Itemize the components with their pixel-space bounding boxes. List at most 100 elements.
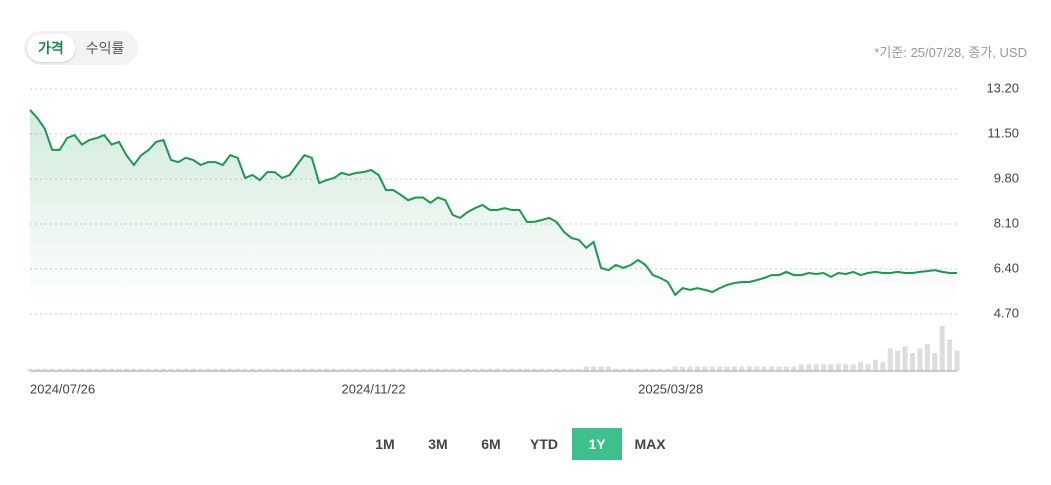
volume-bar (376, 368, 382, 371)
volume-bar (850, 364, 856, 371)
volume-bar (635, 368, 641, 371)
volume-bar (116, 368, 122, 371)
volume-bar (138, 368, 144, 371)
volume-bar (301, 368, 307, 371)
volume-bar (457, 368, 463, 371)
volume-bar (205, 368, 211, 371)
volume-bar (924, 344, 930, 371)
tab[interactable]: 가격 (27, 34, 75, 62)
volume-bar (94, 368, 100, 371)
volume-bar (242, 368, 248, 371)
volume-bar (605, 366, 611, 371)
volume-bar (279, 368, 285, 371)
volume-bar (175, 368, 181, 371)
volume-bar (754, 366, 760, 371)
volume-bar (487, 368, 493, 371)
volume-bar (227, 368, 233, 371)
volume-bar (472, 368, 478, 371)
volume-bar (346, 368, 352, 371)
volume-bar (865, 364, 871, 371)
y-tick-label: 4.70 (994, 305, 1019, 320)
volume-bar (798, 364, 804, 371)
volume-bar (910, 353, 916, 371)
range-button[interactable]: 1Y (572, 428, 622, 460)
volume-bar (331, 368, 337, 371)
volume-bar (769, 366, 775, 371)
range-button[interactable]: 1M (375, 436, 395, 452)
volume-bar (709, 366, 715, 371)
volume-bar (643, 368, 649, 371)
volume-bar (583, 366, 589, 371)
volume-bar (79, 368, 85, 371)
volume-bar (398, 368, 404, 371)
volume-bar (858, 362, 864, 371)
volume-bar (368, 368, 374, 371)
volume-bar (932, 353, 938, 371)
range-button[interactable]: YTD (530, 436, 558, 452)
volume-bar (947, 339, 953, 371)
volume-bar (650, 368, 656, 371)
volume-bar (531, 368, 537, 371)
tab[interactable]: 수익률 (85, 40, 125, 56)
volume-bar (183, 368, 189, 371)
volume-bar (109, 368, 115, 371)
volume-bar (739, 366, 745, 371)
volume-bar (294, 368, 300, 371)
volume-bar (687, 366, 693, 371)
volume-bar (405, 368, 411, 371)
volume-bar (316, 368, 322, 371)
y-tick-label: 11.50 (987, 125, 1019, 140)
volume-bar (516, 368, 522, 371)
volume-bar (413, 368, 419, 371)
x-tick-label: 2024/07/26 (30, 381, 95, 396)
price-line (29, 109, 957, 297)
volume-bar (42, 368, 48, 371)
volume-bar (761, 366, 767, 371)
volume-bar (272, 368, 278, 371)
volume-bar (264, 368, 270, 371)
x-tick-label: 2025/03/28 (638, 381, 703, 396)
volume-bar (353, 368, 359, 371)
volume-bar (895, 350, 901, 371)
volume-bar (57, 368, 63, 371)
tab-group: 가격 수익률 (24, 31, 139, 65)
volume-bar (717, 366, 723, 371)
volume-bar (546, 368, 552, 371)
volume-bar (672, 366, 678, 371)
volume-bar (71, 368, 77, 371)
x-tick-label: 2024/11/22 (341, 381, 405, 396)
volume-bar (806, 364, 812, 371)
volume-bar (620, 368, 626, 371)
volume-bar (613, 368, 619, 371)
volume-bar (791, 366, 797, 371)
volume-bar (465, 368, 471, 371)
volume-bar (680, 366, 686, 371)
volume-bar (576, 368, 582, 371)
volume-bar (86, 368, 92, 371)
range-button[interactable]: 3M (428, 436, 448, 452)
volume-bar (591, 366, 597, 371)
range-button[interactable]: MAX (634, 436, 666, 452)
volume-bar (902, 346, 908, 371)
volume-bar (287, 368, 293, 371)
range-button[interactable]: 6M (481, 436, 501, 452)
volume-bar (64, 368, 70, 371)
volume-bar (524, 368, 530, 371)
chart: 4.70 6.40 8.10 9.80 11.50 13.20 2024/07/26 2024… (27, 80, 1019, 396)
volume-bar (101, 368, 107, 371)
volume-bar (939, 326, 945, 371)
volume-bar (160, 368, 166, 371)
y-tick-label: 6.40 (994, 260, 1019, 275)
volume-bar (494, 368, 500, 371)
volume-bar (324, 368, 330, 371)
volume-bar (821, 364, 827, 371)
volume-bar (435, 368, 441, 371)
volume-bar (665, 368, 671, 371)
volume-bar (917, 348, 923, 371)
volume-bar (554, 368, 560, 371)
volume-bar (450, 368, 456, 371)
y-tick-label: 13.20 (986, 80, 1019, 95)
volume-bar (880, 362, 886, 371)
volume-bar (34, 368, 40, 371)
